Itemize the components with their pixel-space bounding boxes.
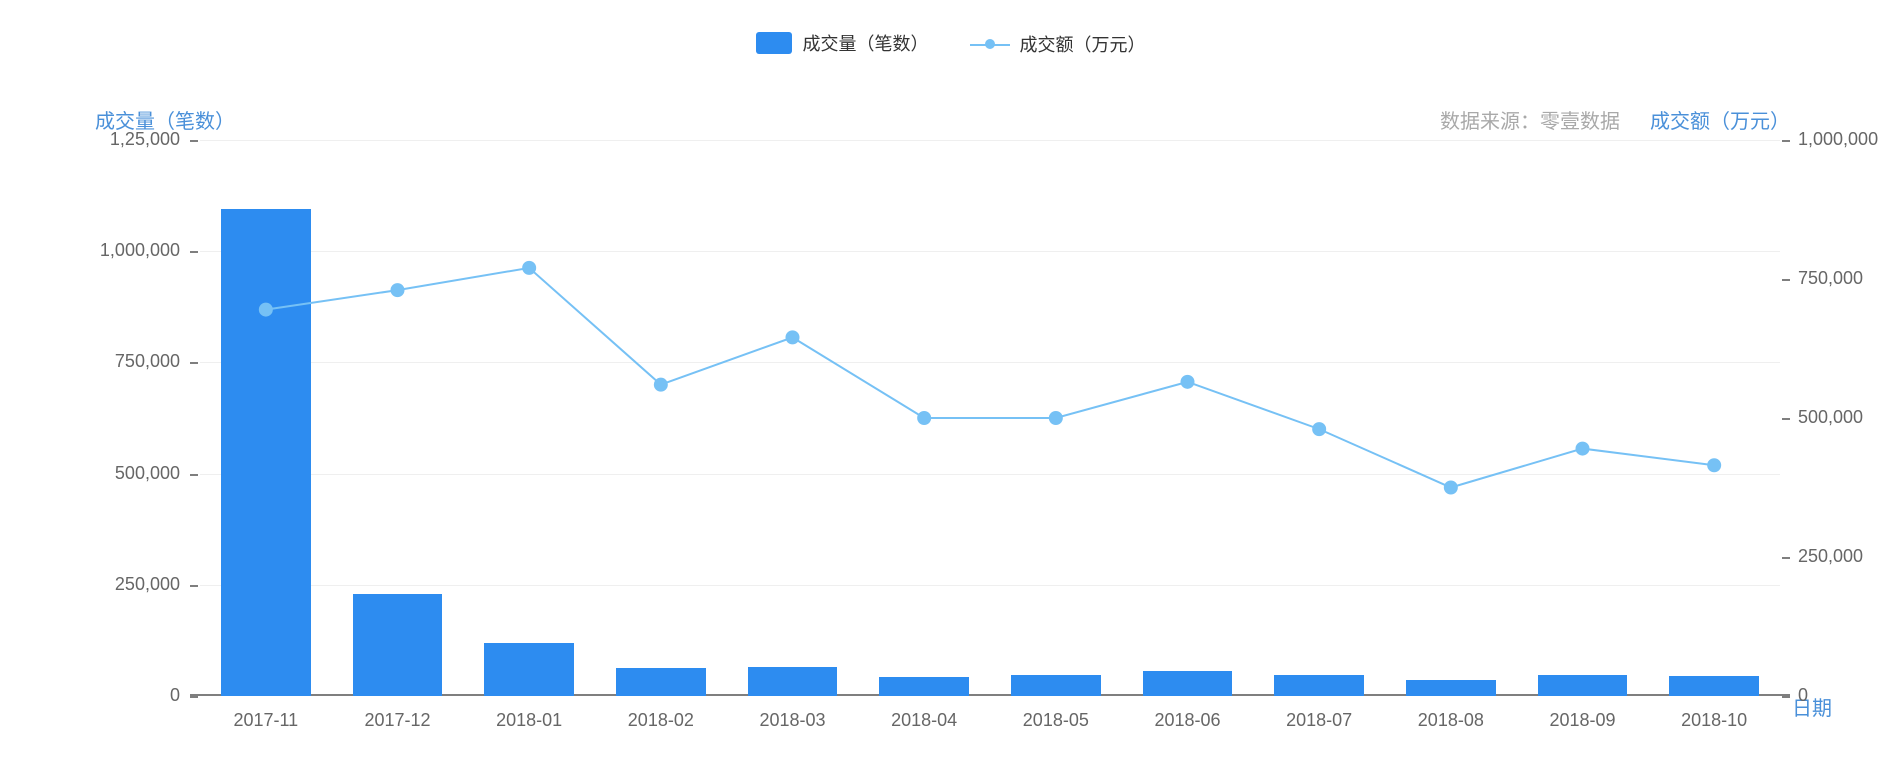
- y-axis-left-tick-mark: [190, 474, 198, 476]
- y-axis-right-tick: 250,000: [1798, 546, 1863, 567]
- line-marker[interactable]: [1445, 482, 1457, 494]
- plot-area: [200, 140, 1780, 696]
- x-axis-tick: 2018-06: [1154, 710, 1220, 731]
- x-axis-tick: 2017-12: [364, 710, 430, 731]
- line-marker[interactable]: [655, 379, 667, 391]
- legend-item-line[interactable]: 成交额（万元）: [970, 31, 1146, 57]
- y-axis-left-tick-mark: [190, 362, 198, 364]
- legend-bar-label: 成交量（笔数）: [802, 30, 928, 56]
- y-axis-right-tick-mark: [1782, 696, 1790, 698]
- legend-bar-swatch: [756, 32, 792, 54]
- x-axis-tick: 2018-03: [759, 710, 825, 731]
- y-axis-right-tick-mark: [1782, 557, 1790, 559]
- line-marker[interactable]: [523, 262, 535, 274]
- y-axis-right-tick-mark: [1782, 418, 1790, 420]
- line-marker[interactable]: [392, 284, 404, 296]
- y-axis-left-tick-mark: [190, 585, 198, 587]
- y-axis-right-tick: 0: [1798, 685, 1808, 706]
- y-axis-left-tick-mark: [190, 696, 198, 698]
- y-axis-right-tick: 1,000,000: [1798, 129, 1878, 150]
- x-axis-tick: 2018-08: [1418, 710, 1484, 731]
- legend-line-swatch: [970, 34, 1010, 54]
- y-axis-left-tick: 0: [0, 685, 180, 706]
- x-axis-tick: 2018-04: [891, 710, 957, 731]
- x-axis-tick: 2018-01: [496, 710, 562, 731]
- y-axis-right-tick-mark: [1782, 279, 1790, 281]
- x-axis-tick: 2017-11: [233, 710, 298, 731]
- line-marker[interactable]: [1708, 459, 1720, 471]
- y-axis-right-title: 成交额（万元）: [1650, 105, 1790, 134]
- line-series: [200, 140, 1780, 696]
- line-marker[interactable]: [1050, 412, 1062, 424]
- y-axis-right-tick-mark: [1782, 140, 1790, 142]
- line-marker[interactable]: [787, 331, 799, 343]
- chart-legend: 成交量（笔数） 成交额（万元）: [0, 30, 1902, 59]
- line-marker[interactable]: [1313, 423, 1325, 435]
- x-axis-tick: 2018-05: [1023, 710, 1089, 731]
- line-marker[interactable]: [918, 412, 930, 424]
- x-axis-tick: 2018-09: [1549, 710, 1615, 731]
- y-axis-left-tick-mark: [190, 251, 198, 253]
- line-marker[interactable]: [1577, 443, 1589, 455]
- y-axis-left-tick: 1,25,000: [0, 129, 180, 150]
- data-source-text: 数据来源：零壹数据: [1440, 105, 1620, 134]
- x-axis-tick: 2018-02: [628, 710, 694, 731]
- y-axis-left-tick: 750,000: [0, 351, 180, 372]
- x-axis-tick: 2018-10: [1681, 710, 1747, 731]
- x-axis-tick: 2018-07: [1286, 710, 1352, 731]
- y-axis-left-tick-mark: [190, 140, 198, 142]
- line-marker[interactable]: [1182, 376, 1194, 388]
- y-axis-right-tick: 500,000: [1798, 407, 1863, 428]
- y-axis-left-tick: 250,000: [0, 574, 180, 595]
- legend-line-label: 成交额（万元）: [1020, 31, 1146, 57]
- y-axis-right-tick: 750,000: [1798, 268, 1863, 289]
- chart-container: 成交量（笔数） 成交额（万元） 成交量（笔数） 数据来源：零壹数据 成交额（万元…: [0, 0, 1902, 760]
- y-axis-left-tick: 1,000,000: [0, 240, 180, 261]
- line-marker[interactable]: [260, 304, 272, 316]
- line-path[interactable]: [266, 268, 1714, 488]
- legend-item-bar[interactable]: 成交量（笔数）: [756, 30, 928, 56]
- y-axis-left-tick: 500,000: [0, 463, 180, 484]
